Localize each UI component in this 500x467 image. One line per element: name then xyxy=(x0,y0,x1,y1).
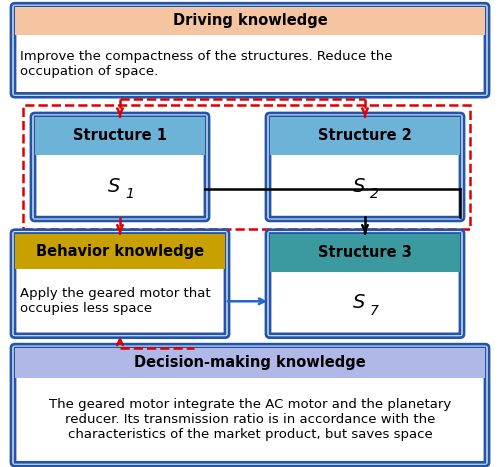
FancyBboxPatch shape xyxy=(15,348,485,462)
Text: S: S xyxy=(353,177,365,196)
Text: 7: 7 xyxy=(370,304,379,318)
FancyBboxPatch shape xyxy=(35,117,205,217)
Text: Driving knowledge: Driving knowledge xyxy=(172,14,328,28)
Bar xyxy=(15,7,485,35)
Text: S: S xyxy=(108,177,120,196)
Text: S: S xyxy=(353,293,365,312)
Text: 2: 2 xyxy=(370,187,379,201)
Bar xyxy=(35,117,205,155)
Bar xyxy=(22,105,470,229)
Text: Improve the compactness of the structures. Reduce the
occupation of space.: Improve the compactness of the structure… xyxy=(20,50,392,78)
Text: Structure 2: Structure 2 xyxy=(318,128,412,143)
FancyBboxPatch shape xyxy=(15,7,485,93)
Text: Structure 3: Structure 3 xyxy=(318,245,412,260)
Text: Apply the geared motor that
occupies less space: Apply the geared motor that occupies les… xyxy=(20,287,210,315)
Bar xyxy=(270,234,460,272)
Text: Structure 1: Structure 1 xyxy=(73,128,167,143)
FancyBboxPatch shape xyxy=(270,117,460,217)
Text: 1: 1 xyxy=(125,187,134,201)
Bar xyxy=(15,348,485,378)
Text: Decision-making knowledge: Decision-making knowledge xyxy=(134,355,366,370)
Text: Behavior knowledge: Behavior knowledge xyxy=(36,244,204,259)
Bar xyxy=(270,117,460,155)
FancyBboxPatch shape xyxy=(270,234,460,334)
Bar xyxy=(15,234,225,269)
Text: The geared motor integrate the AC motor and the planetary
reducer. Its transmiss: The geared motor integrate the AC motor … xyxy=(49,398,451,441)
FancyBboxPatch shape xyxy=(15,234,225,334)
